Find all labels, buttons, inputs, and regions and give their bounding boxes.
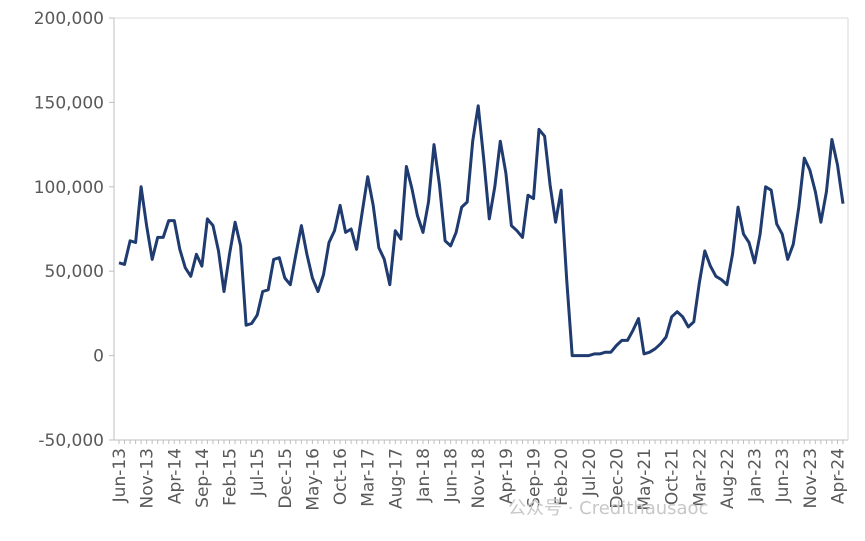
x-tick-label: Jul-20 [580, 448, 600, 497]
x-tick-label: Feb-15 [221, 448, 241, 506]
x-axis-ticks: Jun-13 Nov-13 Apr-14 Sep-14 Feb-15 Jul-15 Dec-… [110, 440, 848, 511]
x-tick-label: Jun-23 [773, 448, 793, 503]
x-tick-label: Apr-24 [828, 448, 848, 504]
y-tick-label: -50,000 [38, 431, 104, 451]
x-tick-label: Apr-19 [497, 448, 517, 504]
y-tick-label: 200,000 [34, 9, 104, 29]
x-tick-label: Sep-14 [193, 448, 213, 508]
x-tick-label: Oct-16 [331, 448, 351, 505]
watermark: 公众号 · Credithausaoc [508, 498, 709, 519]
y-axis-ticks: -50,000 0 50,000 100,000 150,000 200,000 [34, 9, 114, 451]
y-tick-label: 0 [93, 347, 104, 367]
x-tick-label: May-16 [303, 448, 323, 511]
y-tick-label: 100,000 [34, 178, 104, 198]
plot-area [113, 17, 849, 441]
x-tick-label: Sep-19 [525, 448, 545, 508]
x-tick-label: Dec-15 [276, 448, 296, 509]
x-tick-label: Jul-15 [248, 448, 268, 497]
x-tick-label: Nov-13 [138, 448, 158, 509]
x-tick-label: Mar-17 [359, 448, 379, 507]
x-tick-label: Jun-18 [442, 448, 462, 503]
x-tick-label: Jan-18 [414, 448, 434, 503]
x-tick-label: Dec-20 [607, 448, 627, 509]
x-tick-label: Oct-21 [663, 448, 683, 505]
x-tick-label: Nov-18 [469, 448, 489, 509]
series-line [118, 104, 845, 358]
x-tick-label: May-21 [635, 448, 655, 511]
x-tick-label: Feb-20 [552, 448, 572, 506]
y-tick-label: 150,000 [34, 93, 104, 113]
x-tick-label: Aug-17 [386, 448, 406, 509]
x-tick-label: Jan-23 [746, 448, 766, 503]
x-tick-label: Jun-13 [110, 448, 130, 503]
series-layer [118, 104, 845, 358]
x-tick-label: Apr-14 [165, 448, 185, 504]
y-tick-label: 50,000 [45, 262, 104, 282]
x-tick-label: Nov-23 [801, 448, 821, 509]
x-tick-label: Aug-22 [718, 448, 738, 509]
x-tick-label: Mar-22 [690, 448, 710, 507]
